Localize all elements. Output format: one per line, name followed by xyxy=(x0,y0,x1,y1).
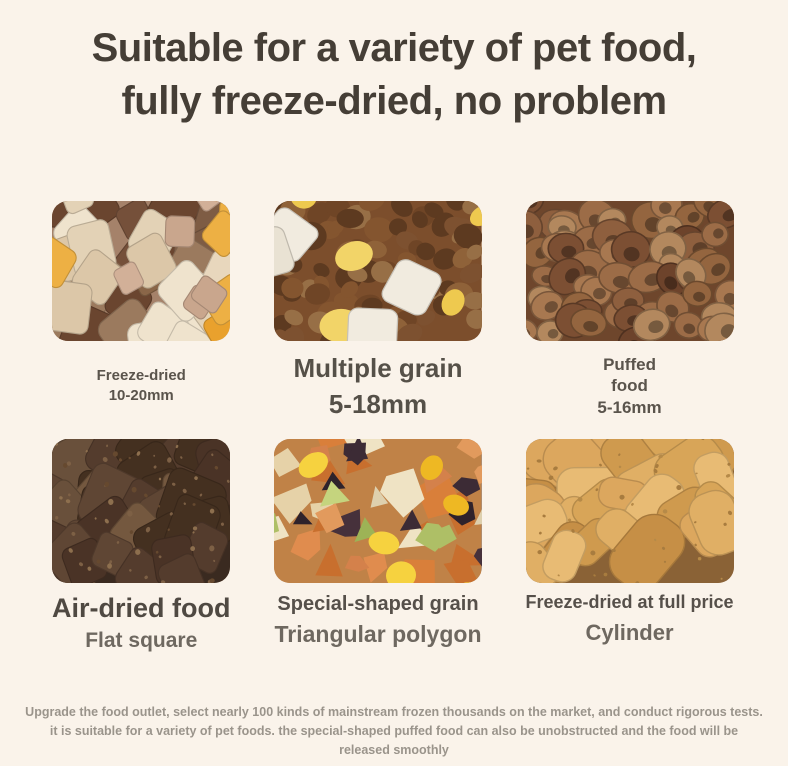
page-title: Suitable for a variety of pet food, full… xyxy=(10,22,778,128)
footer-line: it is suitable for a variety of pet food… xyxy=(49,724,739,738)
food-caption-freeze-dried: Freeze-dried 10-20mm xyxy=(52,341,230,429)
caption-line: 10-20mm xyxy=(108,387,174,404)
caption-line: Multiple grain xyxy=(293,352,463,383)
freeze-dried-cubes-photo xyxy=(52,201,231,341)
freeze-dried-cylinder-photo xyxy=(525,439,734,583)
food-caption-multiple-grain: Multiple grain 5-18mm xyxy=(274,341,481,429)
food-tile-special-shaped: Special-shaped grain Triangular polygon xyxy=(274,439,482,659)
caption-line: Air-dried food xyxy=(52,593,231,623)
title-line-1: Suitable for a variety of pet food, xyxy=(91,26,697,70)
footer-note: Upgrade the food outlet, select nearly 1… xyxy=(4,703,784,760)
multiple-grain-kibble-photo xyxy=(274,201,482,341)
food-grid: Freeze-dried 10-20mm Multiple grain 5-18mm P… xyxy=(52,201,734,659)
food-tile-puffed-food: Puffed food 5-16mm xyxy=(525,201,734,429)
caption-line: food xyxy=(611,376,648,396)
food-tile-multiple-grain: Multiple grain 5-18mm xyxy=(274,201,482,429)
caption-line: 5-16mm xyxy=(597,397,662,417)
footer-line: Upgrade the food outlet, select nearly 1… xyxy=(25,705,763,719)
food-caption-special-shaped: Special-shaped grain Triangular polygon xyxy=(274,583,481,659)
caption-line: Flat square xyxy=(85,628,198,652)
caption-line: Special-shaped grain xyxy=(277,593,479,615)
caption-line: Freeze-dried xyxy=(96,367,186,385)
caption-line: Triangular polygon xyxy=(274,621,482,648)
food-tile-air-dried: Air-dried food Flat square xyxy=(52,439,231,659)
caption-line: Freeze-dried at full price xyxy=(525,592,734,612)
caption-line: 5-18mm xyxy=(328,389,428,419)
puffed-food-photo xyxy=(525,201,734,341)
special-shaped-grain-photo xyxy=(274,439,482,583)
food-caption-air-dried: Air-dried food Flat square xyxy=(52,583,230,659)
food-tile-cylinder: Freeze-dried at full price Cylinder xyxy=(525,439,734,659)
food-caption-puffed-food: Puffed food 5-16mm xyxy=(526,341,734,429)
title-line-2: fully freeze-dried, no problem xyxy=(121,79,667,123)
food-tile-freeze-dried: Freeze-dried 10-20mm xyxy=(52,201,231,429)
food-caption-cylinder: Freeze-dried at full price Cylinder xyxy=(526,583,734,659)
caption-line: Puffed xyxy=(603,355,656,375)
air-dried-food-photo xyxy=(52,439,231,583)
footer-line: released smoothly xyxy=(339,743,449,757)
caption-line: Cylinder xyxy=(585,619,674,645)
